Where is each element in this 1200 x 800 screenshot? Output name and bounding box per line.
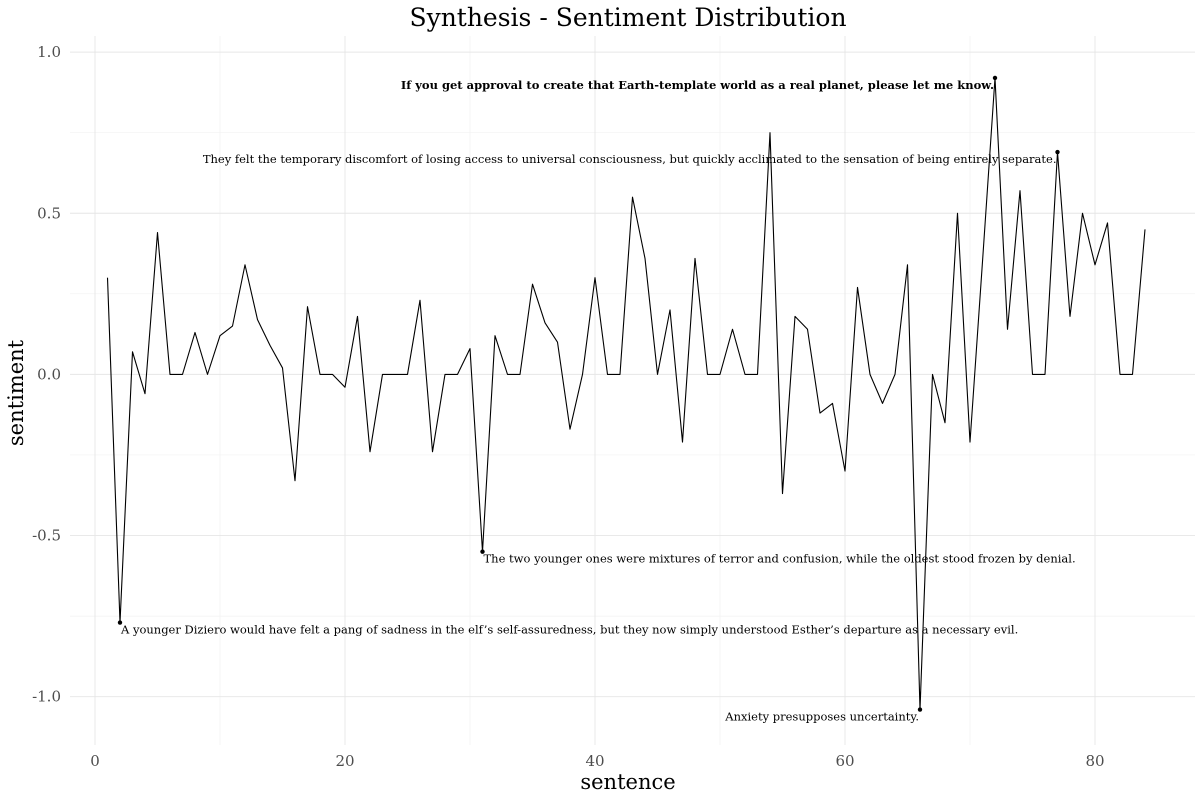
annotation-point: [992, 75, 998, 81]
x-tick-label: 40: [585, 752, 604, 770]
y-axis-title: sentiment: [4, 339, 28, 446]
annotation-point: [117, 620, 123, 625]
y-tick-label: 1.0: [37, 43, 61, 61]
annotations: If you get approval to create that Earth…: [120, 78, 1076, 724]
x-tick-label: 60: [835, 752, 854, 770]
y-tick-label: 0.5: [37, 204, 61, 222]
annotation-point: [917, 707, 923, 712]
x-tick-label: 80: [1085, 752, 1104, 770]
annotation-label: They felt the temporary discomfort of lo…: [203, 152, 1057, 166]
x-tick-label: 20: [335, 752, 354, 770]
y-tick-label: 0.0: [37, 365, 61, 383]
grid: [70, 36, 1195, 745]
annotation-label: Anxiety presupposes uncertainty.: [724, 710, 919, 724]
annotation-label: If you get approval to create that Earth…: [401, 78, 994, 92]
x-axis-title: sentence: [580, 770, 675, 794]
annotation-label: A younger Diziero would have felt a pang…: [120, 623, 1018, 637]
chart-title: Synthesis - Sentiment Distribution: [409, 3, 846, 32]
series-line-group: [106, 77, 1146, 711]
x-tick-label: 0: [90, 752, 100, 770]
annotation-label: The two younger ones were mixtures of te…: [484, 552, 1076, 566]
series-line: [106, 77, 1146, 711]
tick-labels: 0 20 40 60 80 1.0 0.5 0.0 -0.5 -1.0: [32, 43, 1104, 770]
annotation-point: [1055, 149, 1060, 155]
y-tick-label: -0.5: [32, 527, 61, 545]
annotation-points: [117, 75, 1060, 712]
annotation-point: [480, 549, 485, 554]
y-tick-label: -1.0: [32, 688, 61, 706]
